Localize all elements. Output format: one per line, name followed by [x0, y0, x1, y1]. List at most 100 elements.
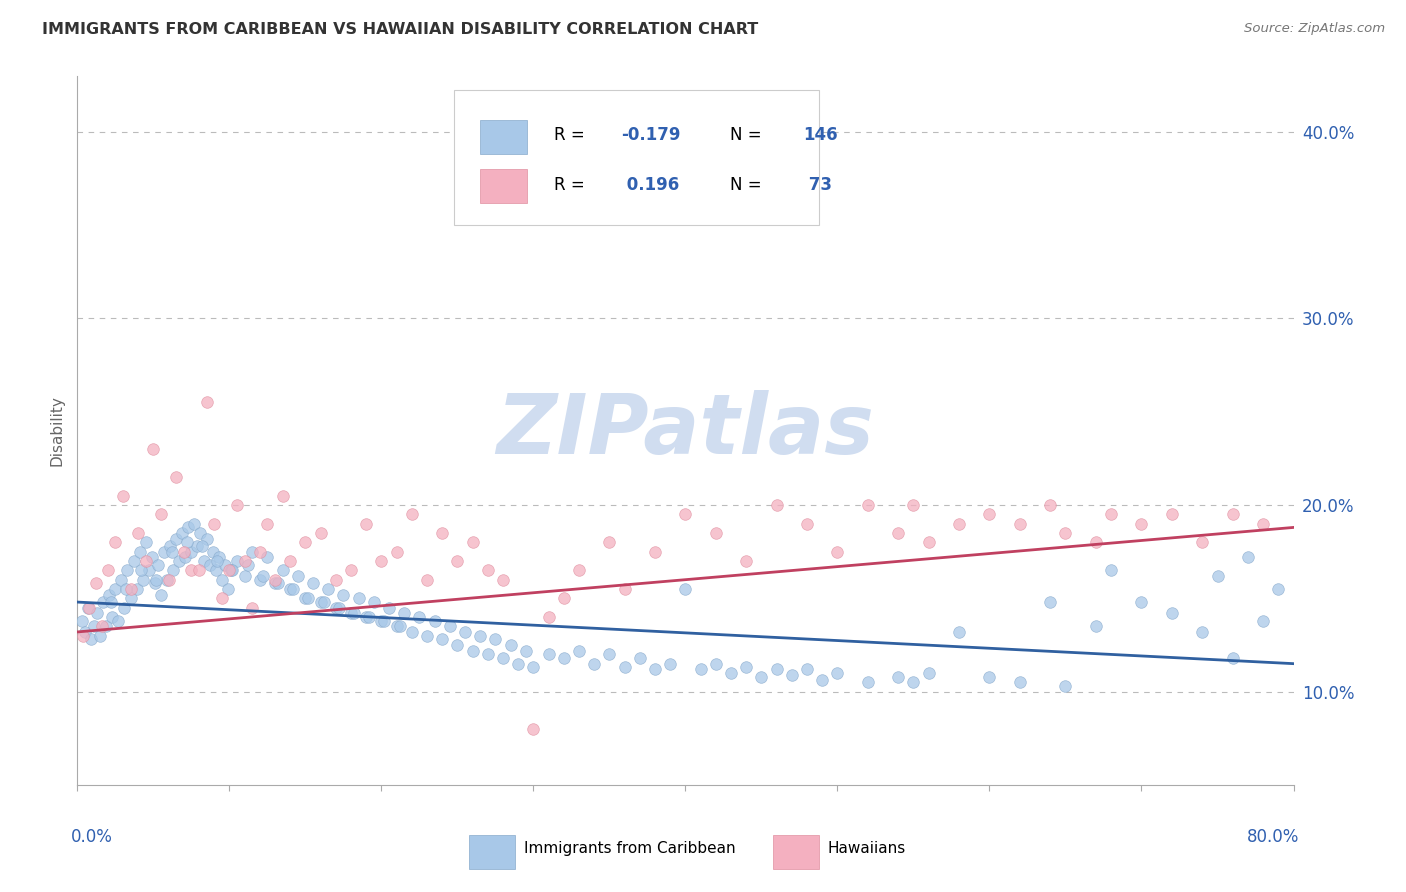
- Point: [780, 668, 803, 682]
- Point: [598, 535, 620, 549]
- Point: [378, 600, 401, 615]
- Point: [249, 544, 271, 558]
- Point: [198, 558, 221, 572]
- Point: [297, 591, 319, 606]
- Point: [183, 516, 205, 531]
- Point: [271, 489, 294, 503]
- Point: [903, 498, 925, 512]
- Point: [240, 600, 263, 615]
- Point: [979, 508, 1001, 522]
- Point: [91, 595, 114, 609]
- Point: [689, 662, 711, 676]
- Point: [401, 508, 423, 522]
- Point: [461, 535, 484, 549]
- Point: [735, 660, 758, 674]
- Point: [221, 563, 243, 577]
- Point: [316, 582, 339, 596]
- FancyBboxPatch shape: [454, 90, 820, 225]
- Point: [264, 573, 287, 587]
- Point: [470, 629, 492, 643]
- Point: [256, 516, 278, 531]
- Point: [79, 600, 101, 615]
- Point: [1054, 679, 1077, 693]
- Point: [70, 614, 93, 628]
- Point: [675, 508, 697, 522]
- Point: [644, 544, 666, 558]
- Point: [537, 648, 560, 662]
- Point: [568, 563, 591, 577]
- Point: [156, 573, 179, 587]
- Point: [359, 610, 381, 624]
- Point: [827, 544, 849, 558]
- FancyBboxPatch shape: [479, 169, 527, 203]
- Point: [477, 648, 499, 662]
- Text: N =: N =: [731, 176, 768, 194]
- Point: [214, 558, 236, 572]
- Y-axis label: Disability: Disability: [49, 395, 65, 466]
- Point: [948, 516, 970, 531]
- Point: [704, 526, 727, 541]
- Point: [918, 665, 941, 680]
- Point: [128, 544, 150, 558]
- Point: [1222, 651, 1244, 665]
- Point: [120, 582, 142, 596]
- Point: [283, 582, 305, 596]
- Point: [613, 660, 636, 674]
- FancyBboxPatch shape: [470, 835, 515, 869]
- Point: [918, 535, 941, 549]
- Point: [110, 573, 132, 587]
- Point: [1054, 526, 1077, 541]
- Point: [309, 526, 332, 541]
- Text: 146: 146: [803, 127, 838, 145]
- Point: [796, 662, 818, 676]
- Point: [236, 558, 259, 572]
- Point: [73, 624, 96, 639]
- Point: [583, 657, 606, 671]
- Point: [309, 595, 332, 609]
- Point: [135, 554, 157, 568]
- Point: [827, 665, 849, 680]
- Text: 0.196: 0.196: [621, 176, 679, 194]
- Point: [416, 573, 439, 587]
- Point: [177, 520, 200, 534]
- Point: [173, 544, 195, 558]
- Point: [195, 532, 218, 546]
- Point: [217, 582, 239, 596]
- Point: [340, 607, 363, 621]
- Point: [1099, 563, 1122, 577]
- Point: [211, 591, 233, 606]
- Point: [1222, 508, 1244, 522]
- Point: [278, 582, 301, 596]
- Point: [887, 670, 910, 684]
- Point: [430, 526, 453, 541]
- Point: [430, 632, 453, 647]
- Point: [856, 675, 879, 690]
- Point: [370, 614, 392, 628]
- Point: [190, 526, 212, 541]
- Point: [149, 588, 172, 602]
- Point: [312, 595, 335, 609]
- Point: [195, 395, 218, 409]
- Point: [249, 573, 271, 587]
- Point: [240, 544, 263, 558]
- Point: [1130, 516, 1153, 531]
- FancyBboxPatch shape: [479, 120, 527, 153]
- Point: [553, 591, 575, 606]
- Point: [628, 651, 651, 665]
- Point: [201, 544, 224, 558]
- Text: R =: R =: [554, 127, 591, 145]
- Text: IMMIGRANTS FROM CARIBBEAN VS HAWAIIAN DISABILITY CORRELATION CHART: IMMIGRANTS FROM CARIBBEAN VS HAWAIIAN DI…: [42, 22, 758, 37]
- Point: [294, 535, 316, 549]
- Point: [1161, 607, 1184, 621]
- Point: [180, 563, 202, 577]
- Point: [122, 554, 145, 568]
- Point: [188, 563, 211, 577]
- Point: [363, 595, 385, 609]
- Point: [211, 573, 233, 587]
- Point: [1251, 516, 1274, 531]
- Point: [354, 610, 377, 624]
- Point: [104, 535, 127, 549]
- Point: [1008, 675, 1031, 690]
- Point: [160, 544, 183, 558]
- Point: [172, 526, 194, 541]
